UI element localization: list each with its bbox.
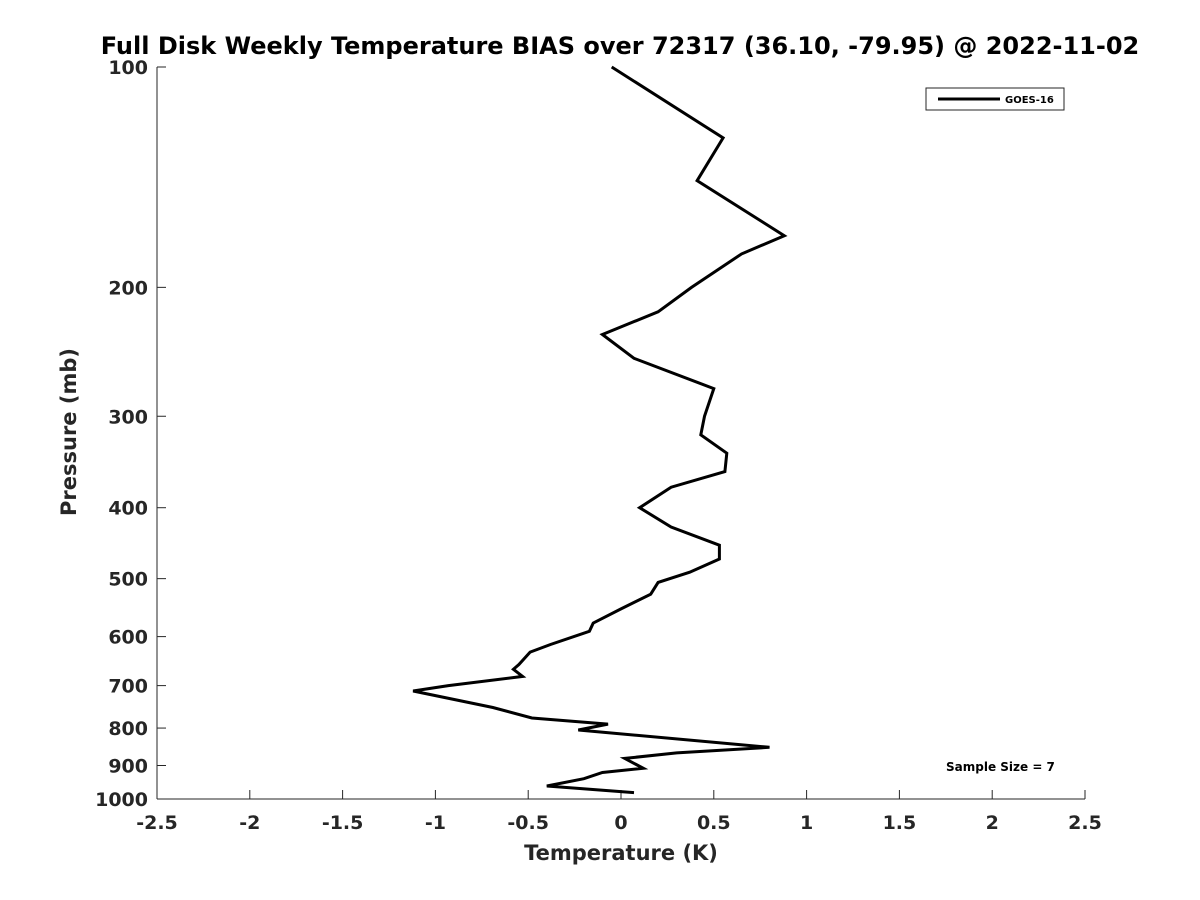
x-tick-label: 0.5 — [697, 812, 731, 834]
x-tick-label: 1 — [800, 812, 813, 834]
legend-label-goes-16: GOES-16 — [1005, 95, 1054, 106]
y-tick-label: 600 — [108, 627, 148, 649]
x-tick-label: -0.5 — [507, 812, 549, 834]
x-axis-label: Temperature (K) — [524, 841, 718, 865]
y-tick-label: 500 — [108, 569, 148, 591]
chart-title: Full Disk Weekly Temperature BIAS over 7… — [101, 32, 1140, 60]
y-tick-label: 400 — [108, 498, 148, 520]
series-line-goes-16 — [412, 65, 788, 795]
y-tick-label: 800 — [108, 718, 148, 740]
y-axis-ticks: 100 200 300 400 500 600 700 800 900 1000 — [95, 57, 166, 811]
y-axis-label: Pressure (mb) — [57, 348, 81, 516]
y-tick-label: 300 — [108, 406, 148, 428]
y-tick-label: 100 — [108, 57, 148, 79]
legend: GOES-16 — [925, 87, 1065, 111]
sample-size-annotation: Sample Size = 7 — [946, 760, 1055, 774]
x-tick-label: 2 — [986, 812, 999, 834]
x-tick-label: 0 — [614, 812, 627, 834]
series-layer — [412, 65, 788, 795]
x-tick-label: -2 — [239, 812, 260, 834]
y-tick-label: 900 — [108, 756, 148, 778]
plot-area: -2.5 -2 -1.5 -1 -0.5 0 0.5 1 1.5 2 2.5 100 200 300 40… — [95, 57, 1102, 834]
x-tick-label: -1 — [425, 812, 446, 834]
y-tick-label: 200 — [108, 277, 148, 299]
y-tick-label: 1000 — [95, 789, 148, 811]
x-axis-ticks: -2.5 -2 -1.5 -1 -0.5 0 0.5 1 1.5 2 2.5 — [136, 790, 1102, 834]
x-tick-label: -1.5 — [322, 812, 364, 834]
x-tick-label: -2.5 — [136, 812, 178, 834]
x-tick-label: 1.5 — [883, 812, 917, 834]
y-tick-label: 700 — [108, 676, 148, 698]
x-tick-label: 2.5 — [1068, 812, 1102, 834]
